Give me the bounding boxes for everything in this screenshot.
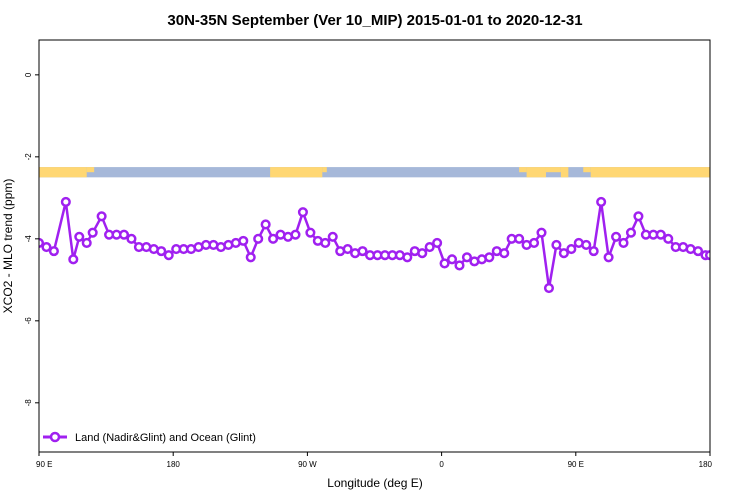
data-point xyxy=(618,237,629,248)
x-axis-label: Longitude (deg E) xyxy=(327,476,422,490)
land-segment xyxy=(270,167,323,178)
data-point xyxy=(96,211,107,222)
data-point xyxy=(603,252,614,263)
data-point xyxy=(446,254,458,265)
data-point xyxy=(268,233,279,244)
data-point xyxy=(297,207,308,218)
y-tick-label: -6 xyxy=(24,317,33,325)
data-point xyxy=(536,227,547,238)
legend: Land (Nadir&Glint) and Ocean (Glint) xyxy=(43,431,256,444)
data-point xyxy=(551,239,562,251)
data-point xyxy=(424,241,435,253)
data-point xyxy=(60,196,71,207)
data-point xyxy=(655,229,666,240)
data-point xyxy=(327,231,338,242)
data-point xyxy=(663,233,674,244)
data-point xyxy=(693,246,704,257)
series-layer xyxy=(39,196,710,294)
data-point xyxy=(305,227,316,238)
data-point xyxy=(566,244,577,255)
y-tick-label: -4 xyxy=(24,235,33,243)
x-tick-label: 90 W xyxy=(298,460,317,469)
data-point xyxy=(558,248,569,259)
data-point xyxy=(528,237,540,248)
y-axis: 0 -2 -4 -6 -8 xyxy=(24,72,39,406)
x-axis: 90 E 180 90 W 0 90 E 180 xyxy=(36,452,713,469)
data-point xyxy=(253,233,264,244)
data-point xyxy=(163,250,174,261)
data-point xyxy=(41,241,52,253)
data-point xyxy=(126,233,137,244)
x-tick-label: 0 xyxy=(439,460,444,469)
data-point xyxy=(342,244,353,255)
data-point xyxy=(588,246,599,257)
y-tick-label: -8 xyxy=(24,399,33,407)
land-segment xyxy=(526,167,546,178)
data-point xyxy=(633,211,644,222)
data-point xyxy=(402,252,413,263)
data-point xyxy=(320,237,331,248)
data-point xyxy=(514,233,525,244)
data-point xyxy=(704,250,710,261)
x-tick-label: 90 E xyxy=(568,460,584,469)
land-segment xyxy=(39,167,87,178)
data-point xyxy=(118,229,130,240)
data-point xyxy=(74,231,85,242)
land-segment xyxy=(590,167,710,178)
data-point xyxy=(156,246,167,257)
partial-land-segment xyxy=(322,167,327,173)
data-point xyxy=(432,237,443,248)
ocean-band xyxy=(39,167,710,178)
data-point xyxy=(238,235,249,246)
data-point xyxy=(260,219,271,230)
x-tick-label: 180 xyxy=(699,460,713,469)
plot-frame xyxy=(38,39,711,453)
legend-entry-label: Land (Nadir&Glint) and Ocean (Glint) xyxy=(75,432,256,444)
partial-land-segment xyxy=(519,167,527,173)
y-tick-label: 0 xyxy=(24,72,33,77)
data-point xyxy=(68,254,79,265)
data-point xyxy=(357,246,368,257)
data-point xyxy=(499,248,510,259)
data-point xyxy=(625,227,637,238)
data-point xyxy=(581,239,592,251)
legend-marker-swatch xyxy=(49,431,61,443)
data-point xyxy=(48,246,59,257)
data-point xyxy=(596,196,607,207)
data-point xyxy=(461,252,472,263)
partial-land-segment xyxy=(545,167,561,173)
y-tick-label: -2 xyxy=(24,153,33,161)
y-axis-label: XCO2 - MLO trend (ppm) xyxy=(1,179,15,314)
partial-land-segment xyxy=(86,167,95,173)
data-point xyxy=(439,258,450,269)
data-point xyxy=(611,231,622,242)
land-segment xyxy=(560,167,569,178)
data-point xyxy=(81,237,92,248)
data-point xyxy=(454,260,465,271)
x-tick-label: 180 xyxy=(167,460,181,469)
partial-land-segment xyxy=(713,167,720,172)
data-point xyxy=(245,252,256,263)
partial-land-segment xyxy=(583,167,591,173)
data-point xyxy=(87,227,98,238)
data-point xyxy=(484,252,495,263)
chart-title: 30N-35N September (Ver 10_MIP) 2015-01-0… xyxy=(167,12,582,29)
data-point xyxy=(543,282,555,294)
land-ocean-band xyxy=(39,167,720,178)
data-point xyxy=(290,229,301,240)
x-tick-label: 90 E xyxy=(36,460,52,469)
data-point xyxy=(417,248,428,259)
